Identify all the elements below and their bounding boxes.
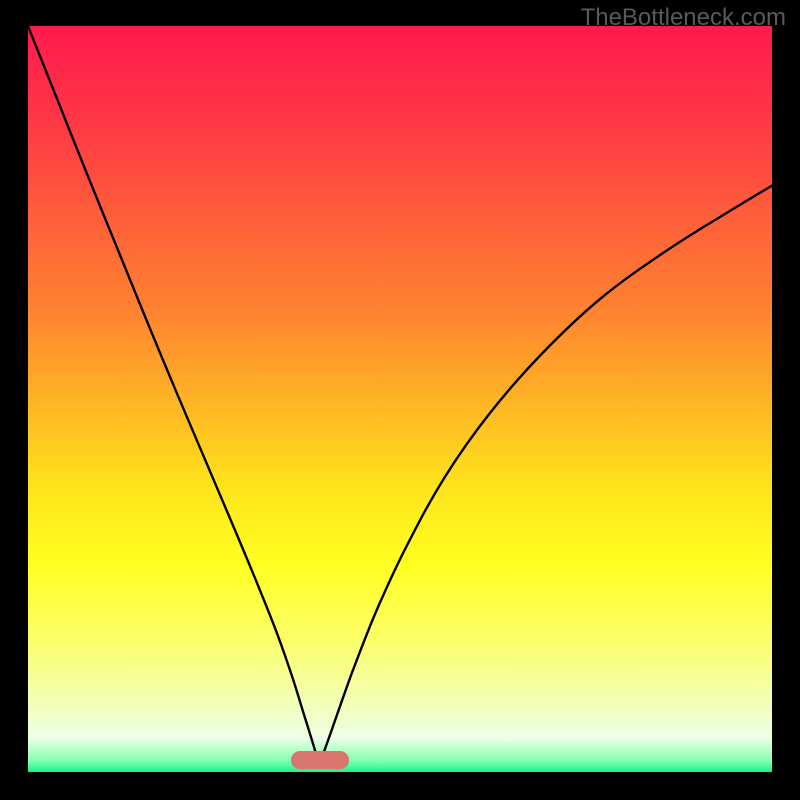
optimum-marker: [291, 751, 349, 769]
chart-frame: TheBottleneck.com: [0, 0, 800, 800]
plot-area: [28, 26, 772, 772]
curve-path: [28, 26, 772, 763]
watermark-text: TheBottleneck.com: [581, 4, 786, 32]
bottleneck-curve: [28, 26, 772, 772]
